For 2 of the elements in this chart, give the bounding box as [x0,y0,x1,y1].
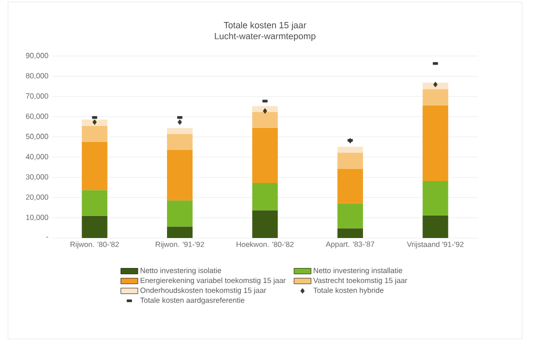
chart-title: Totale kosten 15 jaar [224,22,306,30]
chart-subtitle: Lucht-water-warmtepomp [214,32,316,42]
